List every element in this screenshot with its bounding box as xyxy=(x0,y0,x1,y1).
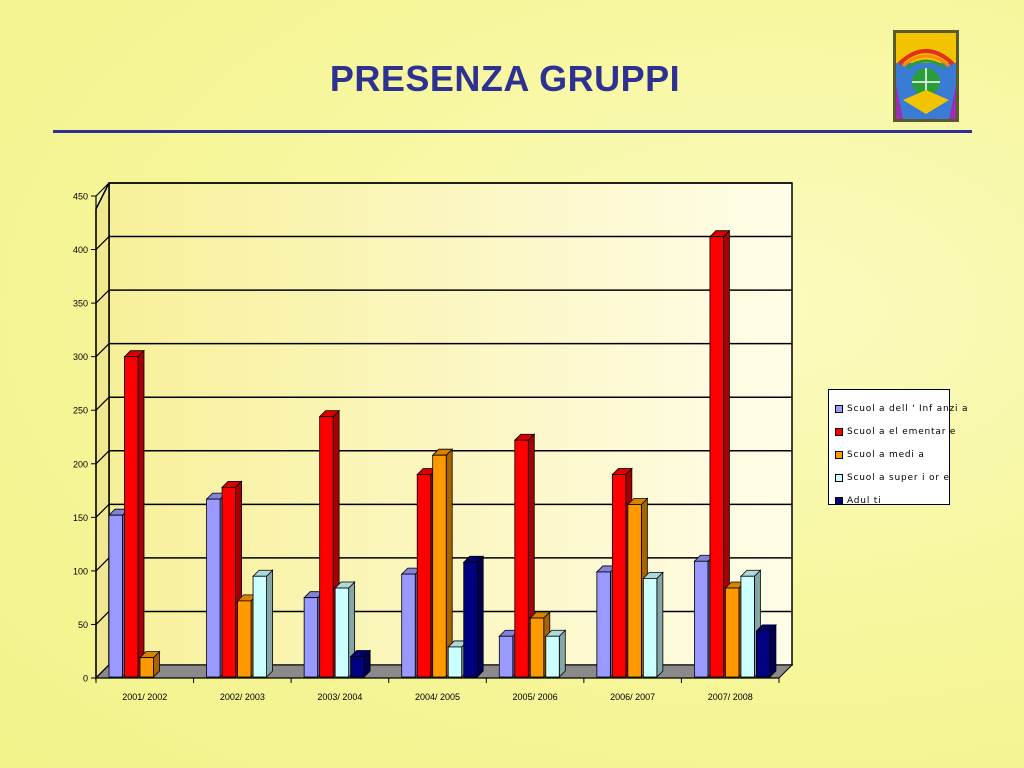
x-tick-label: 2003/ 2004 xyxy=(317,692,362,702)
bar xyxy=(237,600,252,678)
gridline-side xyxy=(95,557,110,572)
legend-label: Scuol a dell ' Inf anzi a xyxy=(847,403,969,414)
y-tick-label: 150 xyxy=(73,513,88,523)
bar xyxy=(206,498,221,678)
bar xyxy=(740,575,755,678)
y-tick-label: 400 xyxy=(73,245,88,255)
y-tick-label: 450 xyxy=(73,192,88,202)
bar xyxy=(303,597,319,678)
bar xyxy=(529,617,545,678)
gridline-side xyxy=(95,450,110,465)
legend-swatch xyxy=(835,497,843,506)
x-tick-label: 2005/ 2006 xyxy=(513,692,558,702)
gridline-side xyxy=(95,182,110,197)
gridline-side xyxy=(95,289,110,304)
bar xyxy=(545,635,560,678)
y-tick-label: 200 xyxy=(73,459,88,469)
bar xyxy=(447,646,463,678)
gridline-side xyxy=(95,503,110,518)
bar xyxy=(221,486,236,678)
bar-side xyxy=(445,448,453,678)
x-tick-label: 2006/ 2007 xyxy=(610,692,655,702)
y-tick-label: 350 xyxy=(73,299,88,309)
bar-side xyxy=(266,569,273,678)
y-tick-label: 100 xyxy=(73,566,88,576)
bar xyxy=(124,356,139,678)
bar xyxy=(694,560,709,678)
gridline-side xyxy=(95,611,110,625)
bar xyxy=(350,656,365,678)
gridline-side xyxy=(95,343,110,358)
bar xyxy=(334,587,350,678)
bar xyxy=(401,573,416,678)
bar xyxy=(709,236,724,678)
gridline-side xyxy=(95,236,110,250)
bar xyxy=(463,561,478,678)
legend-item: Scuol a dell ' Inf anzi a xyxy=(835,397,967,420)
page-title: PRESENZA GRUPPI xyxy=(329,58,681,99)
legend-label: Adul ti xyxy=(847,496,882,507)
bar xyxy=(725,587,740,678)
bar xyxy=(642,577,658,678)
x-tick-label: 2004/ 2005 xyxy=(415,692,460,702)
legend-label: Scuol a medi a xyxy=(847,449,925,460)
legend-item: Scuol a el ementar e xyxy=(835,420,955,443)
legend-swatch xyxy=(835,450,843,459)
chart-side-wall xyxy=(95,182,110,680)
bar-side xyxy=(769,623,777,678)
bar-side xyxy=(137,349,145,678)
bar xyxy=(627,504,642,678)
y-tick-label: 50 xyxy=(78,620,88,630)
bar-side xyxy=(476,555,484,678)
bar xyxy=(596,571,611,678)
bar xyxy=(319,416,334,678)
bar-side xyxy=(558,629,566,678)
y-tick-label: 300 xyxy=(73,352,88,362)
title-divider xyxy=(53,130,972,133)
y-tick-label: 250 xyxy=(73,406,88,416)
bar-side xyxy=(656,571,664,678)
legend-item: Scuol a super i or e xyxy=(835,467,949,490)
school-emblem-icon xyxy=(893,30,959,122)
bar xyxy=(756,630,771,678)
x-tick-label: 2002/ 2003 xyxy=(220,692,265,702)
legend-swatch xyxy=(835,404,843,413)
gridline-side xyxy=(95,396,110,411)
legend-swatch xyxy=(835,427,843,436)
x-tick-label: 2007/ 2008 xyxy=(708,692,753,702)
bar xyxy=(139,657,154,678)
legend-swatch xyxy=(835,474,843,483)
bar xyxy=(416,474,432,678)
legend-label: Scuol a el ementar e xyxy=(847,426,957,437)
legend-label: Scuol a super i or e xyxy=(847,473,950,484)
bar xyxy=(432,454,447,678)
chart-legend: Scuol a dell ' Inf anzi a Scuol a el emen… xyxy=(828,389,967,506)
bar xyxy=(498,635,514,678)
bar xyxy=(252,575,267,678)
legend-item: Adul ti xyxy=(835,490,949,513)
legend-item: Scuol a medi a xyxy=(835,443,949,466)
y-tick-label: 0 xyxy=(83,674,88,684)
bar xyxy=(514,439,529,678)
x-tick-label: 2001/ 2002 xyxy=(122,692,167,702)
bar xyxy=(108,514,123,678)
bar xyxy=(611,474,627,678)
